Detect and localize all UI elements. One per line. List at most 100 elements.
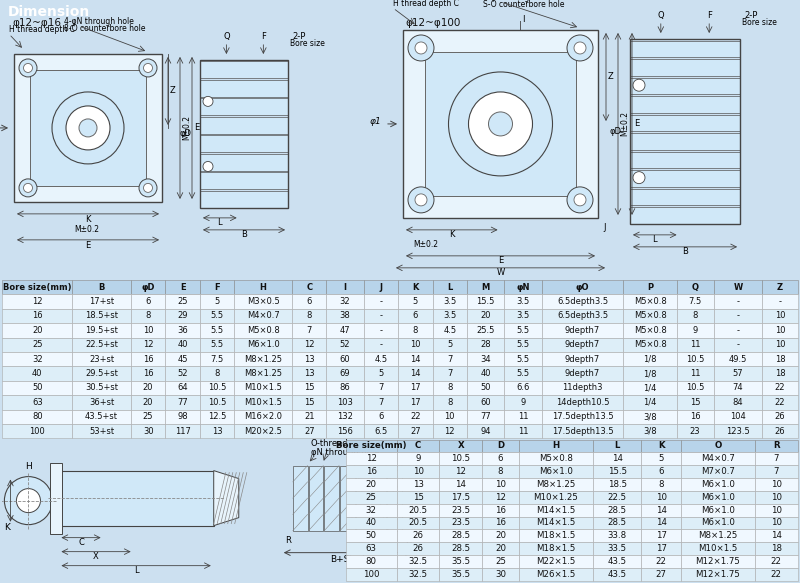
Text: 9: 9 — [415, 454, 421, 463]
Text: 16: 16 — [366, 467, 377, 476]
Text: M±0.2: M±0.2 — [182, 115, 191, 141]
Text: 9: 9 — [693, 326, 698, 335]
Text: 25: 25 — [32, 340, 42, 349]
FancyBboxPatch shape — [439, 452, 482, 465]
Text: 23.5: 23.5 — [451, 505, 470, 515]
Text: 20: 20 — [143, 398, 154, 407]
Text: Z: Z — [608, 72, 614, 82]
Bar — [371, 466, 386, 531]
FancyBboxPatch shape — [593, 440, 642, 452]
Text: 1/8: 1/8 — [643, 354, 657, 364]
FancyBboxPatch shape — [623, 352, 677, 366]
Text: 25: 25 — [366, 493, 377, 502]
FancyBboxPatch shape — [755, 491, 798, 504]
Text: 10: 10 — [774, 311, 785, 321]
FancyBboxPatch shape — [72, 424, 131, 438]
FancyBboxPatch shape — [593, 504, 642, 517]
Text: Z: Z — [777, 283, 783, 292]
Text: 14: 14 — [455, 480, 466, 489]
FancyBboxPatch shape — [397, 504, 439, 517]
Text: 10: 10 — [495, 480, 506, 489]
FancyBboxPatch shape — [364, 366, 398, 381]
FancyBboxPatch shape — [593, 478, 642, 491]
Text: 32: 32 — [32, 354, 42, 364]
FancyBboxPatch shape — [364, 424, 398, 438]
FancyBboxPatch shape — [131, 410, 166, 424]
FancyBboxPatch shape — [398, 395, 433, 410]
FancyBboxPatch shape — [542, 323, 623, 338]
FancyBboxPatch shape — [439, 504, 482, 517]
Text: 22: 22 — [774, 398, 785, 407]
Text: 3.5: 3.5 — [443, 297, 457, 306]
FancyBboxPatch shape — [642, 478, 681, 491]
Text: 25.5: 25.5 — [477, 326, 495, 335]
Text: 49.5: 49.5 — [729, 354, 747, 364]
FancyBboxPatch shape — [397, 491, 439, 504]
Text: 5.5: 5.5 — [210, 311, 223, 321]
Text: 52: 52 — [340, 340, 350, 349]
FancyBboxPatch shape — [482, 452, 519, 465]
Circle shape — [19, 59, 37, 77]
Text: 123.5: 123.5 — [726, 427, 750, 436]
Text: 3/8: 3/8 — [643, 427, 657, 436]
FancyBboxPatch shape — [642, 452, 681, 465]
Text: 22.5: 22.5 — [607, 493, 626, 502]
Text: 18: 18 — [774, 369, 786, 378]
Text: 22: 22 — [656, 557, 666, 566]
Text: 50: 50 — [366, 531, 377, 540]
Circle shape — [19, 179, 37, 197]
Circle shape — [23, 64, 33, 72]
FancyBboxPatch shape — [504, 395, 542, 410]
FancyBboxPatch shape — [2, 280, 72, 294]
FancyBboxPatch shape — [519, 542, 593, 555]
FancyBboxPatch shape — [519, 440, 593, 452]
Text: 36+st: 36+st — [89, 398, 114, 407]
FancyBboxPatch shape — [542, 352, 623, 366]
FancyBboxPatch shape — [398, 410, 433, 424]
FancyBboxPatch shape — [762, 323, 798, 338]
Text: 63: 63 — [32, 398, 42, 407]
Text: 22: 22 — [410, 412, 421, 422]
Text: 14: 14 — [770, 531, 782, 540]
FancyBboxPatch shape — [433, 294, 467, 308]
Text: M20×2.5: M20×2.5 — [244, 427, 282, 436]
Text: X: X — [93, 552, 99, 561]
FancyBboxPatch shape — [397, 517, 439, 529]
Text: 15: 15 — [304, 384, 314, 392]
Text: 15: 15 — [304, 398, 314, 407]
FancyBboxPatch shape — [292, 323, 326, 338]
FancyBboxPatch shape — [681, 491, 755, 504]
Text: E: E — [86, 241, 90, 250]
Text: φ12~φ100: φ12~φ100 — [405, 18, 460, 28]
FancyBboxPatch shape — [762, 366, 798, 381]
FancyBboxPatch shape — [542, 381, 623, 395]
FancyBboxPatch shape — [2, 410, 72, 424]
FancyBboxPatch shape — [439, 478, 482, 491]
FancyBboxPatch shape — [398, 352, 433, 366]
FancyBboxPatch shape — [2, 308, 72, 323]
FancyBboxPatch shape — [397, 465, 439, 478]
Bar — [30, 70, 146, 186]
Text: 20: 20 — [143, 384, 154, 392]
Text: 10: 10 — [656, 493, 666, 502]
FancyBboxPatch shape — [623, 410, 677, 424]
Text: W: W — [734, 283, 742, 292]
FancyBboxPatch shape — [433, 381, 467, 395]
Text: M6×1.0: M6×1.0 — [701, 518, 735, 528]
Text: φ1: φ1 — [370, 117, 381, 127]
FancyBboxPatch shape — [755, 478, 798, 491]
Text: 18: 18 — [774, 354, 786, 364]
Text: 98: 98 — [178, 412, 188, 422]
FancyBboxPatch shape — [72, 294, 131, 308]
FancyBboxPatch shape — [364, 352, 398, 366]
FancyBboxPatch shape — [482, 491, 519, 504]
Text: 16: 16 — [495, 505, 506, 515]
FancyBboxPatch shape — [326, 280, 364, 294]
Bar — [58, 470, 214, 526]
Circle shape — [567, 35, 593, 61]
Text: M8×1.25: M8×1.25 — [698, 531, 738, 540]
Text: 156: 156 — [337, 427, 353, 436]
Text: 32.5: 32.5 — [409, 570, 428, 579]
FancyBboxPatch shape — [364, 395, 398, 410]
FancyBboxPatch shape — [397, 555, 439, 568]
